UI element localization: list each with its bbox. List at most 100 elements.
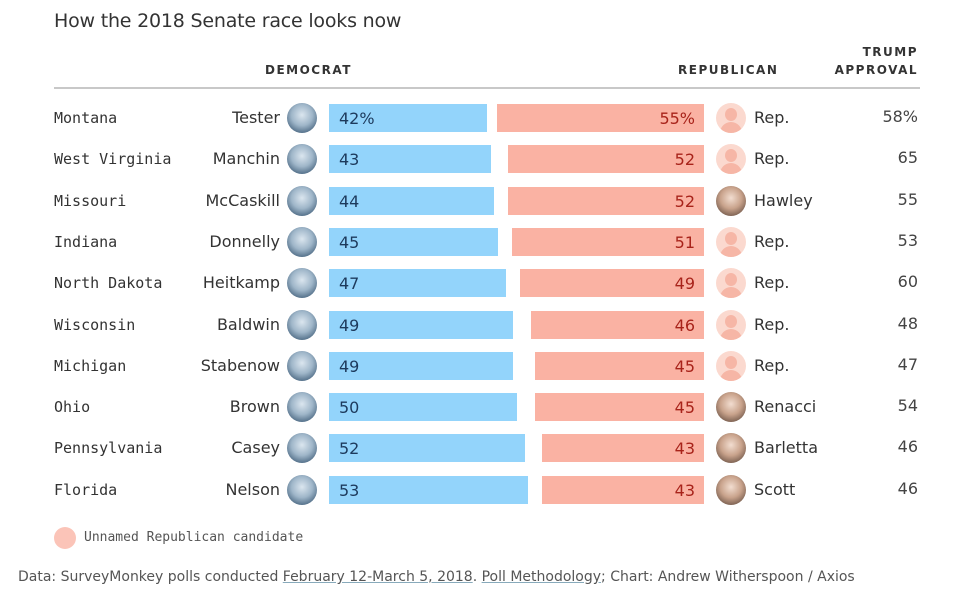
person-head-shape — [725, 356, 737, 369]
trump-approval-value: 46 — [897, 437, 918, 456]
state-label: Missouri — [54, 192, 127, 210]
democrat-candidate-name: Stabenow — [200, 356, 280, 375]
state-label: Wisconsin — [54, 316, 136, 334]
republican-bar: 45 — [535, 393, 704, 421]
democrat-header: DEMOCRAT — [265, 63, 352, 77]
democrat-bar: 43 — [329, 145, 491, 173]
democrat-candidate-name: Baldwin — [216, 315, 280, 334]
person-head-shape — [725, 232, 737, 245]
democrat-candidate-name: Donnelly — [209, 232, 280, 251]
trump-approval-header: TRUMP APPROVAL — [835, 43, 918, 79]
democrat-bar: 49 — [329, 311, 513, 339]
unnamed-candidate-icon — [716, 144, 746, 174]
republican-bar: 43 — [542, 476, 704, 504]
republican-bar: 51 — [512, 228, 704, 256]
democrat-bar: 42% — [329, 104, 487, 132]
trump-approval-value: 48 — [897, 314, 918, 333]
democrat-candidate-name: Casey — [231, 438, 280, 457]
democrat-bar-label: 44 — [339, 192, 360, 211]
person-body-shape — [720, 287, 742, 298]
person-head-shape — [725, 108, 737, 121]
republican-candidate-name: Rep. — [754, 108, 790, 127]
republican-candidate-photo — [716, 433, 746, 463]
democrat-bar-label: 42% — [339, 109, 375, 128]
person-body-shape — [720, 370, 742, 381]
republican-candidate-name: Rep. — [754, 232, 790, 251]
legend-label: Unnamed Republican candidate — [84, 530, 304, 545]
republican-candidate-photo — [716, 392, 746, 422]
republican-bar: 46 — [531, 311, 704, 339]
republican-candidate-name: Rep. — [754, 356, 790, 375]
trump-approval-value: 60 — [897, 272, 918, 291]
republican-bar: 52 — [508, 145, 704, 173]
republican-bar: 52 — [508, 187, 704, 215]
trump-approval-value: 58% — [882, 107, 918, 126]
republican-bar-label: 43 — [674, 481, 695, 500]
state-label: Ohio — [54, 398, 91, 416]
democrat-candidate-photo — [287, 433, 317, 463]
republican-bar-label: 46 — [674, 316, 695, 335]
democrat-bar-label: 52 — [339, 439, 360, 458]
republican-candidate-name: Rep. — [754, 273, 790, 292]
republican-bar-label: 45 — [674, 398, 695, 417]
democrat-bar-label: 45 — [339, 233, 360, 252]
trump-approval-value: 65 — [897, 148, 918, 167]
democrat-candidate-name: Brown — [229, 397, 280, 416]
democrat-candidate-photo — [287, 475, 317, 505]
trump-approval-value: 54 — [897, 396, 918, 415]
democrat-bar: 50 — [329, 393, 517, 421]
state-label: West Virginia — [54, 150, 172, 168]
poll-methodology-link[interactable]: Poll Methodology — [481, 569, 602, 585]
democrat-candidate-name: Tester — [232, 108, 280, 127]
democrat-candidate-photo — [287, 351, 317, 381]
republican-candidate-name: Hawley — [754, 191, 813, 210]
republican-bar: 49 — [520, 269, 704, 297]
democrat-bar-label: 47 — [339, 274, 360, 293]
republican-bar-label: 43 — [674, 439, 695, 458]
republican-candidate-photo — [716, 186, 746, 216]
democrat-bar: 44 — [329, 187, 494, 215]
republican-candidate-name: Scott — [754, 480, 796, 499]
democrat-candidate-name: Manchin — [212, 149, 280, 168]
unnamed-candidate-icon — [716, 351, 746, 381]
democrat-candidate-name: Nelson — [225, 480, 280, 499]
democrat-bar-label: 49 — [339, 357, 360, 376]
date-range-link[interactable]: February 12-March 5, 2018 — [282, 569, 473, 585]
democrat-candidate-photo — [287, 392, 317, 422]
republican-bar: 45 — [535, 352, 704, 380]
trump-approval-value: 47 — [897, 355, 918, 374]
republican-bar-label: 55% — [659, 109, 695, 128]
unnamed-candidate-icon — [716, 268, 746, 298]
democrat-bar: 45 — [329, 228, 498, 256]
republican-bar-label: 49 — [674, 274, 695, 293]
state-label: Florida — [54, 481, 118, 499]
democrat-bar: 49 — [329, 352, 513, 380]
person-body-shape — [720, 246, 742, 257]
trump-approval-header-line1: TRUMP — [862, 45, 918, 59]
trump-approval-value: 46 — [897, 479, 918, 498]
democrat-candidate-photo — [287, 227, 317, 257]
state-label: North Dakota — [54, 274, 163, 292]
democrat-bar: 52 — [329, 434, 525, 462]
democrat-bar-label: 43 — [339, 150, 360, 169]
state-label: Montana — [54, 109, 118, 127]
democrat-bar-label: 53 — [339, 481, 360, 500]
republican-candidate-name: Rep. — [754, 149, 790, 168]
source-separator: . — [472, 569, 482, 585]
republican-header: REPUBLICAN — [678, 63, 779, 77]
republican-bar-label: 52 — [674, 192, 695, 211]
democrat-candidate-photo — [287, 310, 317, 340]
unnamed-candidate-icon — [716, 103, 746, 133]
state-label: Michigan — [54, 357, 127, 375]
person-head-shape — [725, 149, 737, 162]
source-suffix: ; Chart: Andrew Witherspoon / Axios — [601, 569, 855, 585]
trump-approval-header-line2: APPROVAL — [834, 63, 918, 77]
republican-bar: 43 — [542, 434, 704, 462]
state-label: Indiana — [54, 233, 118, 251]
person-body-shape — [720, 329, 742, 340]
democrat-candidate-photo — [287, 103, 317, 133]
source-prefix: Data: SurveyMonkey polls conducted — [18, 569, 283, 585]
republican-candidate-name: Rep. — [754, 315, 790, 334]
republican-candidate-photo — [716, 475, 746, 505]
democrat-candidate-name: McCaskill — [205, 191, 280, 210]
